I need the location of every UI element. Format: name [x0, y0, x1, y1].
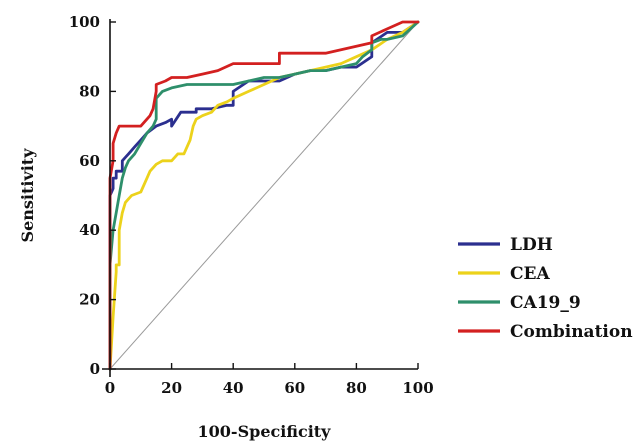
- legend-label: CEA: [510, 264, 550, 284]
- legend: LDH CEA CA19_9 Combination: [458, 235, 633, 342]
- series-line-combination: [108, 20, 420, 371]
- x-tick-label: 80: [346, 379, 367, 397]
- x-tick-label: 60: [284, 379, 305, 397]
- y-axis-title: Sensitivity: [18, 148, 37, 243]
- plot-area: [108, 20, 420, 371]
- x-tick-label: 20: [161, 379, 182, 397]
- x-axis-ticks: 0 20 40 60 80 100: [105, 363, 434, 397]
- x-tick-label: 100: [402, 379, 433, 397]
- legend-label: Combination: [510, 322, 633, 342]
- x-tick-label: 40: [223, 379, 244, 397]
- legend-label: LDH: [510, 235, 553, 255]
- y-tick-label: 80: [79, 82, 100, 100]
- legend-label: CA19_9: [510, 293, 581, 313]
- y-tick-label: 0: [90, 360, 100, 378]
- x-tick-label: 0: [105, 379, 115, 397]
- y-tick-label: 60: [79, 152, 100, 170]
- series-line-ca19-9: [108, 20, 420, 371]
- y-tick-label: 100: [69, 13, 100, 31]
- y-tick-label: 40: [79, 221, 100, 239]
- series-line-cea: [108, 20, 420, 371]
- x-axis-title: 100-Specificity: [198, 422, 332, 441]
- y-axis-ticks: 0 20 40 60 80 100: [69, 13, 116, 378]
- y-tick-label: 20: [79, 291, 100, 309]
- reference-diagonal-line: [109, 21, 419, 370]
